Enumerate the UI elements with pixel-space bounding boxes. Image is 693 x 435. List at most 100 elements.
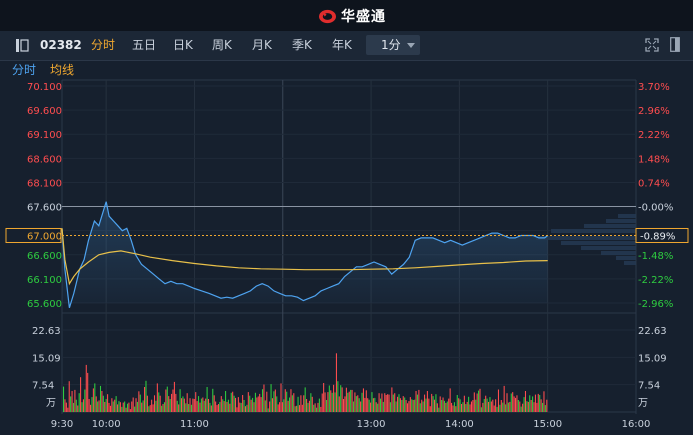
period-select[interactable]: 1分 [366, 35, 420, 55]
volume-bar [277, 404, 279, 412]
volume-bar [178, 404, 180, 412]
tab-quarterly-k[interactable]: 季K [292, 38, 312, 52]
volume-bar [266, 391, 268, 412]
volume-bar [345, 387, 347, 412]
volume-bar [101, 391, 103, 412]
current-percent-box [635, 227, 689, 243]
volume-bar [252, 397, 254, 412]
volume-bar [216, 405, 218, 412]
volume-bar [532, 396, 534, 412]
volume-bar [296, 405, 298, 412]
volume-bar [173, 381, 175, 412]
volume-bar [68, 381, 70, 412]
volume-bar [151, 399, 153, 412]
volume-bar [125, 407, 127, 412]
volume-bar [371, 392, 373, 412]
volume-bar [456, 395, 458, 412]
volume-bar [205, 398, 207, 412]
volume-bar [152, 404, 154, 412]
subtab-average[interactable]: 均线 [50, 63, 75, 77]
volume-bar [162, 404, 164, 412]
volume-bar [256, 397, 258, 412]
volume-bar [280, 383, 282, 412]
tab-weekly-k[interactable]: 周K [212, 38, 232, 52]
volume-bar [530, 400, 532, 412]
volume-bar [242, 395, 244, 412]
volume-bar [431, 393, 433, 412]
volume-bar [286, 391, 288, 412]
volume-bar [323, 383, 325, 412]
volume-bar [114, 399, 116, 412]
volume-bar [175, 393, 177, 412]
volume-bar [264, 400, 266, 412]
volume-bar [148, 406, 150, 412]
depth-bar [561, 241, 636, 245]
volume-bar [236, 407, 238, 412]
volume-bar [523, 397, 525, 412]
tab-intraday[interactable]: 分时 [91, 38, 116, 52]
volume-bar [230, 392, 232, 412]
volume-bar [317, 402, 319, 412]
volume-bar [233, 395, 235, 412]
volume-bar [534, 394, 536, 412]
volume-bar [378, 393, 380, 412]
title-bar: 华盛通 [0, 0, 693, 31]
depth-bar [601, 251, 636, 255]
volume-bar [516, 395, 518, 412]
volume-bar [287, 400, 289, 412]
volume-bar [168, 396, 170, 412]
volume-bar [331, 392, 333, 412]
volume-bar [91, 397, 93, 412]
tab-monthly-k[interactable]: 月K [252, 38, 272, 52]
volume-bar [209, 402, 211, 412]
volume-bar [405, 400, 407, 412]
volume-bar [495, 399, 497, 412]
volume-bar [399, 398, 401, 412]
volume-bar [111, 398, 113, 412]
volume-bar [217, 404, 219, 412]
depth-bar [616, 256, 636, 260]
tab-daily-k[interactable]: 日K [173, 38, 193, 52]
volume-bar [117, 404, 119, 412]
tab-yearly-k[interactable]: 年K [332, 38, 352, 52]
volume-bar [406, 403, 409, 412]
side-panel-icon[interactable] [670, 37, 680, 52]
volume-bar [510, 393, 512, 412]
volume-bar [502, 402, 504, 412]
volume-bar [270, 384, 272, 412]
volume-bar [500, 400, 502, 412]
volume-bar [536, 402, 538, 412]
fullscreen-icon[interactable] [645, 38, 659, 52]
volume-bar [77, 405, 79, 412]
volume-tick-label: 15.09 [32, 353, 61, 364]
percent-tick-label: 2.22% [638, 130, 670, 141]
volume-bar [85, 364, 87, 412]
volume-bar [166, 386, 168, 412]
volume-bar [361, 392, 363, 412]
price-tick-label: 68.100 [27, 178, 62, 189]
volume-bar [290, 389, 292, 412]
volume-bar [212, 388, 214, 412]
volume-bar [304, 387, 306, 412]
volume-bar [442, 397, 444, 412]
sidebar-toggle-icon[interactable] [15, 38, 29, 53]
volume-bar [328, 385, 330, 412]
volume-bar [98, 400, 100, 412]
percent-tick-label: 3.70% [638, 82, 670, 93]
volume-bar [428, 398, 430, 412]
volume-bar [112, 401, 114, 412]
volume-bar [189, 398, 191, 412]
volume-bar [463, 395, 465, 412]
volume-bar [198, 396, 200, 412]
tab-five-day[interactable]: 五日 [132, 38, 157, 52]
volume-bar [267, 408, 269, 412]
volume-bar [416, 394, 418, 412]
percent-tick-label: -2.22% [638, 275, 673, 286]
volume-bar [485, 395, 487, 412]
volume-bar [316, 407, 318, 412]
volume-bar [104, 401, 106, 412]
chart-sub-tabs: 分时 均线 [0, 60, 693, 79]
subtab-intraday[interactable]: 分时 [12, 63, 37, 77]
volume-bar [341, 387, 343, 412]
